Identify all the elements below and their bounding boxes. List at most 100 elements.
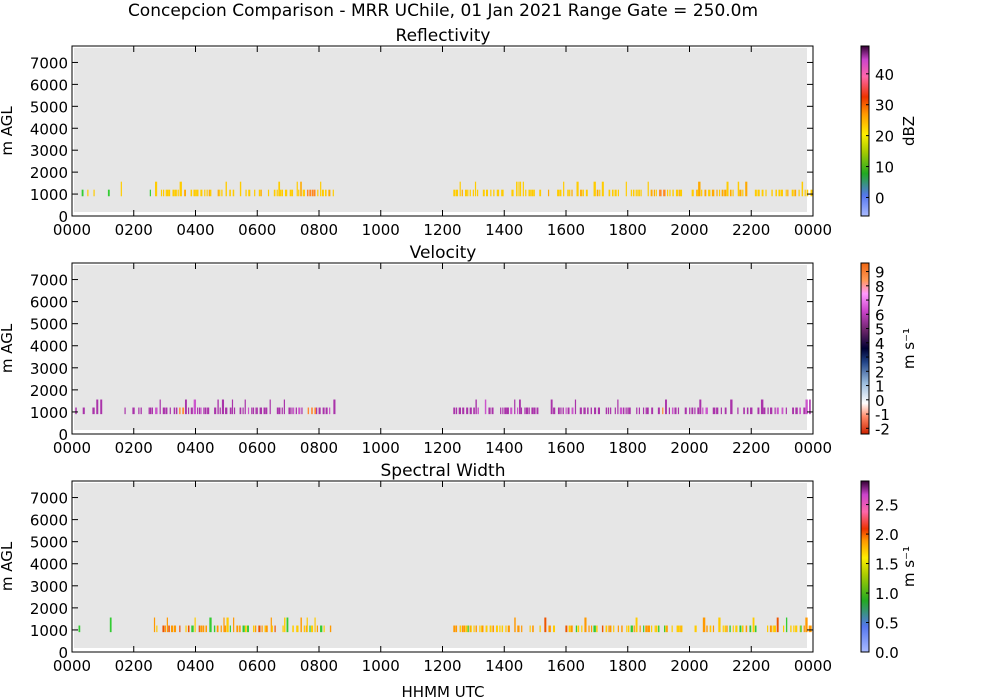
- data-bar: [175, 407, 178, 415]
- data-bar: [140, 407, 142, 415]
- data-bar: [785, 617, 788, 633]
- data-bar: [242, 625, 245, 633]
- y-axis-label: m AGL: [0, 106, 16, 156]
- y-tick-label: 0: [58, 426, 68, 444]
- data-bar: [680, 189, 683, 197]
- data-bar: [281, 189, 284, 197]
- data-bar: [239, 625, 241, 633]
- data-bar: [785, 189, 787, 197]
- panel-title: Reflectivity: [396, 26, 491, 46]
- data-bar: [741, 625, 744, 633]
- data-bar: [284, 617, 286, 633]
- data-bar: [477, 407, 479, 415]
- data-bar: [474, 181, 477, 197]
- data-bar: [521, 625, 523, 633]
- data-bar: [322, 407, 324, 415]
- data-bar: [224, 625, 227, 633]
- data-bar: [490, 189, 492, 197]
- data-bar: [785, 407, 787, 415]
- data-bar: [217, 189, 219, 197]
- data-bar: [296, 625, 299, 633]
- colorbar: [860, 262, 870, 435]
- data-bar: [525, 189, 527, 197]
- colorbar-label: m s⁻¹: [900, 546, 918, 587]
- data-bar: [499, 625, 501, 633]
- data-bar: [653, 189, 656, 197]
- data-bar: [148, 407, 150, 415]
- data-bar: [563, 181, 565, 197]
- data-bar: [809, 399, 811, 415]
- data-bar: [491, 407, 494, 415]
- data-bar: [567, 189, 569, 197]
- data-bar: [283, 399, 285, 415]
- panel-2: Spectral Width 0 1000 2000 3000 4000 5000 6000 7…: [0, 461, 918, 675]
- data-bar: [730, 399, 733, 415]
- data-bar: [627, 625, 630, 633]
- data-bar: [739, 189, 742, 197]
- data-bar: [231, 399, 234, 415]
- data-bar: [706, 625, 708, 633]
- data-bar: [635, 617, 638, 633]
- data-bar: [298, 189, 300, 197]
- data-bar: [229, 189, 231, 197]
- data-bar: [149, 407, 152, 415]
- data-bar: [265, 407, 268, 415]
- data-bar: [166, 617, 168, 633]
- data-bar: [711, 189, 715, 197]
- data-bar: [333, 399, 336, 415]
- data-bar: [580, 407, 582, 415]
- data-bar: [655, 625, 658, 633]
- data-bar: [517, 625, 520, 633]
- data-bar: [225, 181, 227, 197]
- data-bar: [694, 625, 697, 633]
- data-bar: [155, 407, 158, 415]
- colorbar-tick-label: 3: [875, 349, 885, 367]
- x-tick-label: 0000: [794, 221, 832, 239]
- data-bar: [179, 407, 181, 415]
- data-bar: [467, 625, 469, 633]
- data-bar: [737, 407, 739, 415]
- data-bar: [721, 189, 724, 197]
- data-bar: [302, 189, 304, 197]
- data-bar: [783, 625, 785, 633]
- data-bar: [200, 625, 202, 633]
- data-bar: [204, 189, 206, 197]
- data-bar: [107, 189, 110, 197]
- colorbar-tick-label: 1.0: [875, 585, 899, 603]
- data-bar: [298, 407, 301, 415]
- data-bar: [219, 407, 221, 415]
- data-bar: [501, 189, 504, 197]
- data-bar: [519, 181, 522, 197]
- data-bar: [750, 407, 753, 415]
- data-bar: [162, 625, 165, 633]
- data-bar: [646, 407, 649, 415]
- data-bar: [489, 625, 492, 633]
- data-bar: [799, 625, 801, 633]
- data-bar: [681, 625, 683, 633]
- data-bar: [678, 189, 680, 197]
- data-bar: [605, 407, 608, 415]
- x-tick-label: 1200: [423, 439, 461, 457]
- data-bar: [300, 181, 302, 197]
- data-bar: [633, 625, 635, 633]
- data-bar: [611, 189, 614, 197]
- data-bar: [323, 625, 325, 633]
- colorbar-tick-label: 1.5: [875, 556, 899, 574]
- data-bar: [276, 189, 278, 197]
- data-bar: [187, 407, 190, 415]
- data-bar: [763, 407, 766, 415]
- data-bar: [794, 189, 797, 197]
- x-tick-label: 2000: [670, 221, 708, 239]
- data-bar: [737, 181, 740, 197]
- data-bar: [199, 407, 201, 415]
- data-bar: [557, 407, 560, 415]
- data-bar: [464, 189, 467, 197]
- data-bar: [752, 617, 755, 633]
- data-bar: [754, 189, 757, 197]
- data-bar: [799, 407, 801, 415]
- data-bar: [651, 625, 653, 633]
- data-bar: [82, 407, 85, 415]
- data-bar: [260, 189, 262, 197]
- data-bar: [504, 407, 507, 415]
- x-tick-label: 2000: [670, 657, 708, 675]
